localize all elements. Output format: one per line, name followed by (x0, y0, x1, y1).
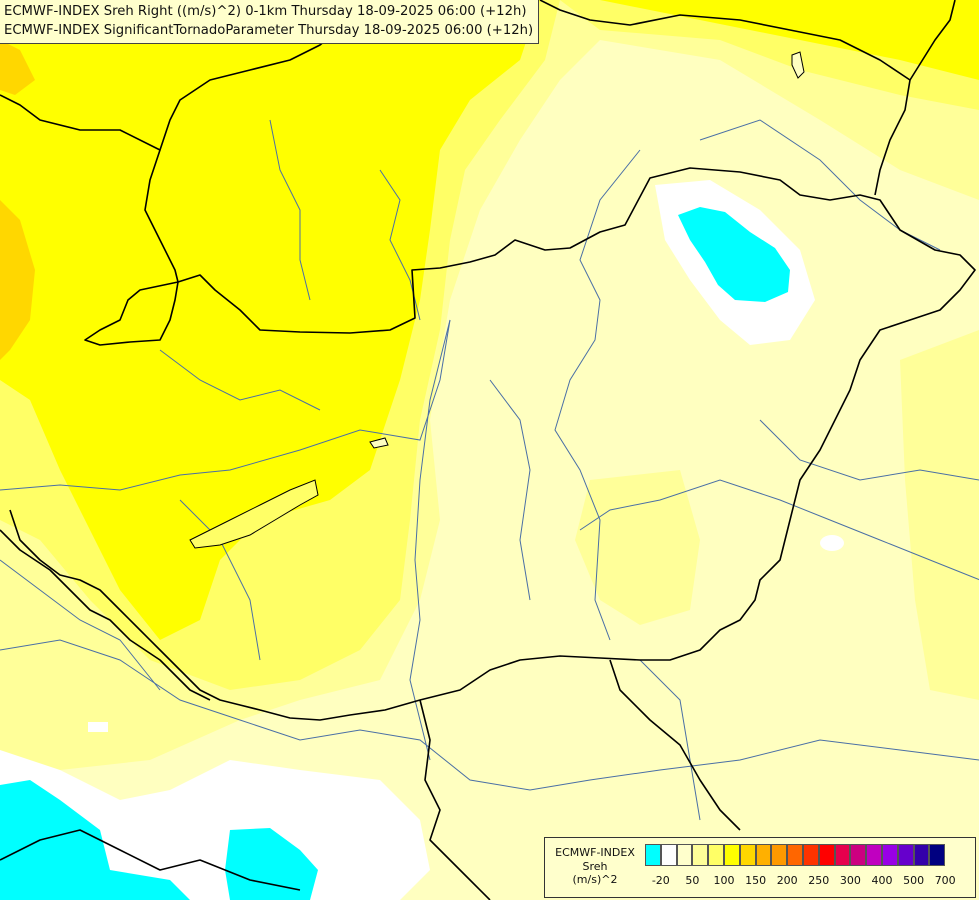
legend-tick: 250 (808, 874, 830, 887)
gold-nw (0, 40, 35, 95)
border-south (0, 829, 301, 891)
legend-tick: 50 (685, 874, 700, 887)
legend-swatch (755, 844, 772, 866)
legend-label-line-3: (m/s)^2 (572, 873, 618, 886)
legend-tick: 100 (713, 874, 735, 887)
legend-swatch (802, 844, 819, 866)
white-spot-east (820, 535, 844, 551)
legend-swatches (645, 844, 946, 866)
legend-swatch (771, 844, 788, 866)
border-croatia (419, 699, 491, 900)
legend-swatch (850, 844, 867, 866)
border-north-slovakia (144, 149, 179, 283)
lake-small-1 (369, 437, 389, 449)
yellow-field (0, 0, 540, 640)
lake-small-2 (791, 51, 805, 79)
legend-swatch (676, 844, 693, 866)
pale-yellow-east (900, 330, 979, 700)
border-hungary (9, 167, 976, 721)
border-west (84, 281, 179, 346)
legend-label-line-2: Sreh (582, 859, 608, 873)
legend-swatch (881, 844, 898, 866)
cyan-patch-south (225, 828, 318, 900)
border-south-west (0, 529, 211, 701)
legend-swatch (692, 844, 709, 866)
legend-tick: -20 (651, 874, 670, 887)
cyan-patch-southwest (0, 780, 190, 900)
border-nw (0, 0, 381, 151)
legend-swatch (913, 844, 930, 866)
legend-swatch (739, 844, 756, 866)
legend-label-line-1: ECMWF-INDEX (555, 846, 635, 859)
gold-hotspot (0, 200, 35, 360)
legend-swatch (708, 844, 724, 866)
border-north-sweep (909, 0, 956, 81)
cyan-patch-north (678, 207, 790, 302)
legend-tick: 200 (776, 874, 798, 887)
legend-swatch (834, 844, 851, 866)
lake-balaton (189, 479, 319, 549)
border-serbia (609, 659, 741, 831)
map-title-box: ECMWF-INDEX Sreh Right ((m/s)^2) 0-1km T… (0, 0, 540, 44)
map-title-line-2: ECMWF-INDEX SignificantTornadoParameter … (4, 23, 534, 38)
border-north-east (539, 0, 911, 196)
white-patch-small (88, 722, 108, 732)
legend-swatch (645, 844, 661, 866)
yellow-ne (600, 0, 979, 80)
color-legend: ECMWF-INDEX Sreh (m/s)^2 -20 50 100 150 200 2… (544, 837, 976, 898)
legend-swatch (723, 844, 740, 866)
legend-tick: 700 (934, 874, 956, 887)
legend-tick: 300 (839, 874, 861, 887)
legend-ticks: -20 50 100 150 200 250 300 400 500 700 (645, 874, 975, 890)
legend-swatch (818, 844, 835, 866)
legend-swatch (929, 844, 946, 866)
legend-label: ECMWF-INDEX Sreh (m/s)^2 (549, 846, 641, 887)
legend-tick: 150 (745, 874, 767, 887)
legend-tick: 500 (903, 874, 925, 887)
map-title-line-1: ECMWF-INDEX Sreh Right ((m/s)^2) 0-1km T… (4, 4, 527, 19)
pale-yellow-center (575, 470, 700, 625)
legend-swatch (866, 844, 882, 866)
legend-tick: 400 (871, 874, 893, 887)
legend-swatch (897, 844, 914, 866)
legend-swatch (787, 844, 803, 866)
legend-swatch (660, 844, 677, 866)
